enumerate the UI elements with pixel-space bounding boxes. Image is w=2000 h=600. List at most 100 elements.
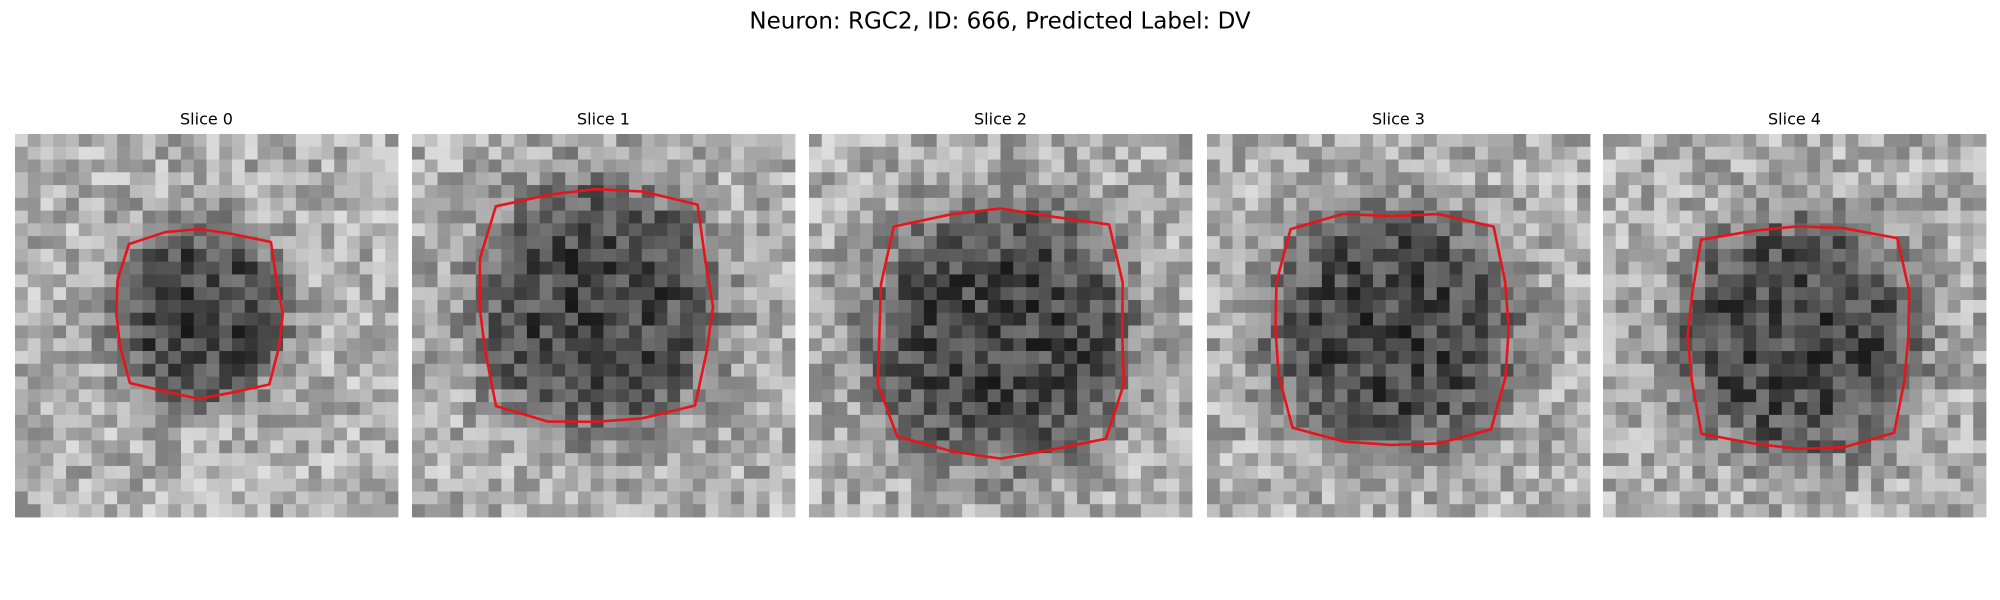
pixel (1577, 146, 1591, 160)
pixel (1296, 134, 1310, 148)
pixel (1615, 453, 1629, 467)
pixel (1513, 478, 1527, 492)
pixel (1128, 274, 1142, 288)
pixel (424, 146, 438, 160)
pixel (1615, 197, 1629, 211)
pixel (359, 491, 373, 505)
pixel (949, 248, 963, 263)
pixel (1768, 274, 1783, 288)
pixel (1436, 389, 1450, 403)
pixel (1334, 491, 1348, 505)
pixel (1896, 325, 1910, 339)
pixel (1347, 389, 1361, 403)
pixel (283, 338, 297, 352)
pixel (1347, 465, 1361, 480)
pixel (475, 389, 489, 403)
pixel (769, 172, 783, 186)
pixel (680, 261, 694, 275)
pixel (385, 236, 399, 250)
pixel (1666, 274, 1680, 288)
pixel (1922, 389, 1936, 403)
pixel (1807, 185, 1821, 199)
pixel (1360, 504, 1374, 518)
pixel (1551, 172, 1565, 186)
pixel (1207, 453, 1221, 467)
pixel (1858, 159, 1872, 173)
pixel (1296, 389, 1310, 403)
pixel (1372, 338, 1387, 352)
pixel (1411, 185, 1425, 199)
pixel (219, 351, 233, 365)
pixel (193, 287, 207, 301)
pixel (1487, 351, 1502, 365)
pixel (1934, 363, 1949, 377)
pixel (692, 172, 707, 186)
pixel (782, 351, 796, 365)
pixel (1947, 453, 1961, 467)
pixel (1500, 185, 1514, 199)
pixel (1309, 159, 1323, 173)
pixel (1654, 185, 1668, 199)
pixel (450, 299, 464, 314)
pixel (1013, 287, 1027, 301)
pixel (1207, 299, 1221, 314)
pixel (936, 223, 950, 237)
pixel (283, 185, 297, 199)
pixel (1475, 453, 1489, 467)
pixel (1756, 274, 1770, 288)
pixel (450, 287, 464, 301)
pixel (616, 427, 630, 441)
pixel (346, 299, 361, 314)
pixel (359, 146, 373, 160)
pixel (577, 402, 592, 416)
pixel (1654, 236, 1668, 250)
pixel (1883, 236, 1898, 250)
pixel (526, 440, 541, 454)
pixel (475, 299, 489, 314)
pixel (539, 146, 553, 160)
pixel (577, 274, 592, 288)
pixel (180, 465, 195, 480)
pixel (834, 414, 848, 429)
pixel (27, 159, 41, 173)
pixel (180, 491, 195, 505)
pixel (1449, 146, 1463, 160)
pixel (15, 402, 29, 416)
pixel (1140, 299, 1155, 314)
pixel (1258, 491, 1272, 505)
pixel (705, 389, 719, 403)
pixel (1372, 261, 1387, 275)
pixel (40, 185, 54, 199)
pixel (1641, 236, 1655, 250)
pixel (847, 478, 861, 492)
pixel (1026, 478, 1040, 492)
pixel (962, 414, 976, 429)
pixel (539, 504, 553, 518)
pixel (1538, 159, 1553, 173)
pixel (142, 427, 156, 441)
pixel (1628, 223, 1642, 237)
pixel (334, 338, 348, 352)
pixel (1245, 504, 1259, 518)
pixel (321, 248, 335, 263)
pixel (104, 248, 118, 263)
pixel (1153, 414, 1167, 429)
pixel (756, 236, 770, 250)
pixel (847, 376, 861, 390)
pixel (667, 440, 681, 454)
pixel (117, 274, 131, 288)
pixel (78, 210, 92, 224)
pixel (359, 159, 373, 173)
pixel (1038, 223, 1052, 237)
pixel (1922, 491, 1936, 505)
pixel (821, 185, 835, 199)
pixel (1089, 440, 1104, 454)
pixel (488, 351, 502, 365)
pixel (1781, 389, 1795, 403)
pixel (437, 491, 451, 505)
pixel (193, 248, 207, 263)
pixel (359, 261, 373, 275)
pixel (257, 402, 271, 416)
pixel (1768, 312, 1783, 326)
pixel (1794, 197, 1808, 211)
